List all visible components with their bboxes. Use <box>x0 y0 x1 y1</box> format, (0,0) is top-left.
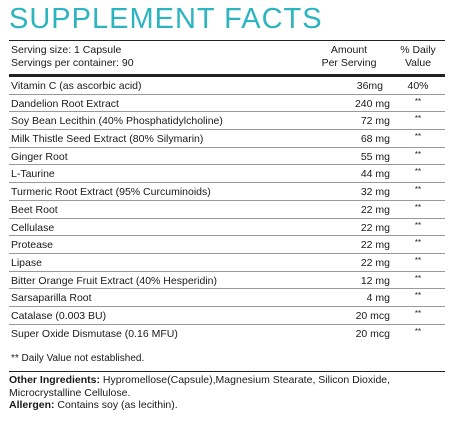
ingredient-name: Dandelion Root Extract <box>11 97 119 110</box>
other-ingredients-text: Hypromellose(Capsule),Magnesium Stearate… <box>9 374 391 399</box>
other-ingredients: Other Ingredients: Hypromellose(Capsule)… <box>9 374 449 399</box>
ingredient-amount: 32 mg <box>360 186 390 199</box>
ingredient-daily-value: 40% <box>407 80 429 92</box>
ingredient-row: Catalase (0.003 BU) 20 mcg ** <box>9 307 445 325</box>
ingredient-daily-value: ** <box>414 185 422 195</box>
ingredient-amount: 12 mg <box>360 274 390 287</box>
ingredient-name: Ginger Root <box>11 150 68 163</box>
ingredient-daily-value: ** <box>414 202 422 212</box>
ingredient-row: Milk Thistle Seed Extract (80% Silymarin… <box>9 130 445 148</box>
ingredient-daily-value: ** <box>414 114 422 124</box>
ingredient-row: Lipase 22 mg ** <box>9 254 445 272</box>
other-ingredients-label: Other Ingredients: <box>9 374 101 386</box>
ingredient-row: Beet Root 22 mg ** <box>9 201 445 219</box>
facts-header: Serving size: 1 Capsule Servings per con… <box>9 41 445 74</box>
ingredient-name: L-Taurine <box>11 168 55 181</box>
allergen-label: Allergen: <box>9 399 55 411</box>
amount-header-line1: Amount <box>330 44 368 56</box>
ingredient-row: Super Oxide Dismutase (0.16 MFU) 20 mcg ** <box>9 325 445 343</box>
ingredient-amount: 20 mcg <box>355 309 390 322</box>
ingredient-row: L-Taurine 44 mg ** <box>9 165 445 184</box>
serving-info: Serving size: 1 Capsule Servings per con… <box>11 44 134 70</box>
ingredient-amount: 36mg <box>356 80 383 92</box>
ingredient-daily-value: ** <box>414 238 422 248</box>
ingredient-daily-value: ** <box>414 291 422 301</box>
supplement-facts-panel: Serving size: 1 Capsule Servings per con… <box>9 40 445 372</box>
ingredient-daily-value: ** <box>414 167 422 177</box>
ingredient-daily-value: ** <box>414 132 422 142</box>
ingredient-daily-value: ** <box>414 220 422 230</box>
amount-per-serving-header: Amount Per Serving <box>309 44 389 70</box>
ingredient-name: Beet Root <box>11 203 58 216</box>
allergen-text: Contains soy (as lecithin). <box>54 399 178 411</box>
ingredient-name: Lipase <box>11 256 42 269</box>
allergen-statement: Allergen: Contains soy (as lecithin). <box>9 399 449 412</box>
thick-divider <box>9 74 445 77</box>
ingredient-name: Cellulase <box>11 221 55 234</box>
ingredient-amount: 22 mg <box>360 221 390 234</box>
ingredient-amount: 22 mg <box>360 203 390 216</box>
ingredient-daily-value: ** <box>414 326 422 336</box>
label-footer: Other Ingredients: Hypromellose(Capsule)… <box>9 374 449 412</box>
ingredient-name: Super Oxide Dismutase (0.16 MFU) <box>11 327 178 340</box>
ingredient-row: Sarsaparilla Root 4 mg ** <box>9 289 445 307</box>
ingredient-daily-value: ** <box>414 273 422 283</box>
ingredient-name: Bitter Orange Fruit Extract (40% Hesperi… <box>11 274 217 287</box>
daily-value-footnote: ** Daily Value not established. <box>11 353 145 364</box>
amount-header-line2: Per Serving <box>321 57 377 69</box>
daily-value-header: % Daily Value <box>394 44 442 70</box>
ingredient-row: Cellulase 22 mg ** <box>9 219 445 237</box>
ingredient-name: Milk Thistle Seed Extract (80% Silymarin… <box>11 133 204 146</box>
ingredient-amount: 4 mg <box>366 292 390 305</box>
ingredient-amount: 55 mg <box>360 150 390 163</box>
ingredient-name: Catalase (0.003 BU) <box>11 309 107 322</box>
servings-per-container: Servings per container: 90 <box>11 57 134 69</box>
ingredient-row: Protease 22 mg ** <box>9 236 445 254</box>
ingredient-amount: 44 mg <box>360 168 390 181</box>
ingredient-list: Vitamin C (as ascorbic acid) 36mg 40% Dande… <box>9 77 445 342</box>
ingredient-daily-value: ** <box>414 96 422 106</box>
ingredient-name: Vitamin C (as ascorbic acid) <box>11 80 142 92</box>
ingredient-name: Turmeric Root Extract (95% Curcuminoids) <box>11 186 211 199</box>
ingredient-amount: 22 mg <box>360 239 390 252</box>
serving-size: Serving size: 1 Capsule <box>11 44 122 56</box>
ingredient-row: Dandelion Root Extract 240 mg ** <box>9 95 445 113</box>
ingredient-name: Protease <box>11 239 54 252</box>
ingredient-row: Bitter Orange Fruit Extract (40% Hesperi… <box>9 272 445 290</box>
dv-header-line2: Value <box>404 57 432 69</box>
dv-header-line1: % Daily <box>400 44 436 56</box>
ingredient-row: Ginger Root 55 mg ** <box>9 148 445 166</box>
ingredient-amount: 22 mg <box>360 256 390 269</box>
ingredient-name: Sarsaparilla Root <box>11 292 92 305</box>
ingredient-row: Vitamin C (as ascorbic acid) 36mg 40% <box>9 77 445 95</box>
ingredient-name: Soy Bean Lecithin (40% Phosphatidylcholi… <box>11 115 223 128</box>
ingredient-amount: 68 mg <box>360 133 390 146</box>
ingredient-amount: 20 mcg <box>355 327 390 340</box>
supplement-facts-title: SUPPLEMENT FACTS <box>9 3 323 35</box>
ingredient-row: Turmeric Root Extract (95% Curcuminoids)… <box>9 183 445 201</box>
ingredient-daily-value: ** <box>414 255 422 265</box>
ingredient-daily-value: ** <box>414 308 422 318</box>
ingredient-daily-value: ** <box>414 149 422 159</box>
ingredient-amount: 240 mg <box>354 97 390 110</box>
ingredient-amount: 72 mg <box>360 115 390 128</box>
ingredient-row: Soy Bean Lecithin (40% Phosphatidylcholi… <box>9 112 445 131</box>
